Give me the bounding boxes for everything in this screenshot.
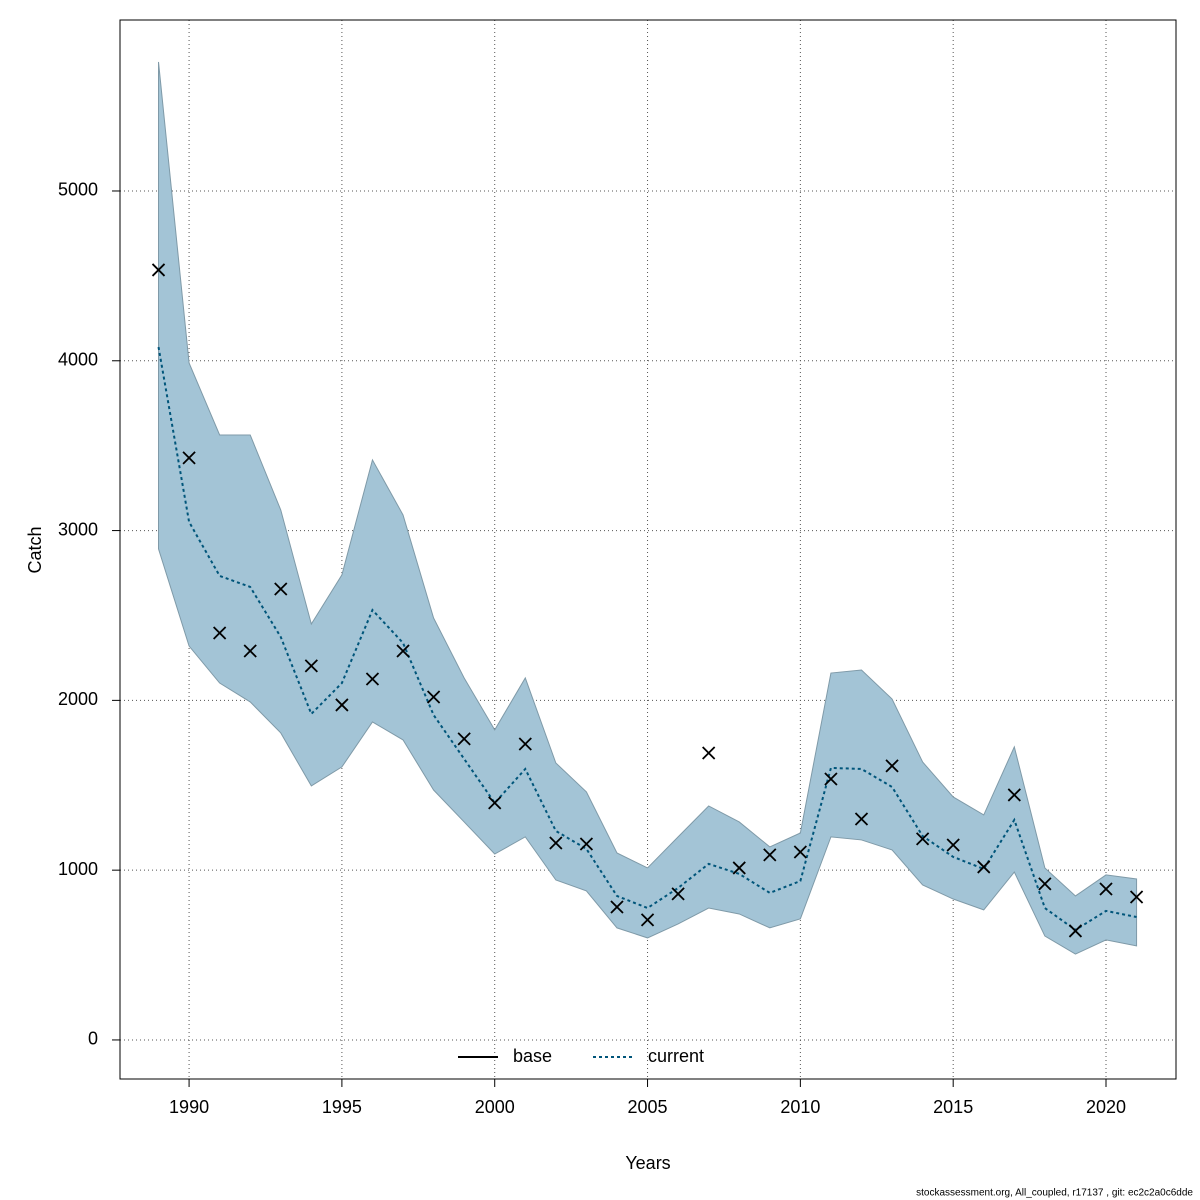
x-tick-label: 1990 <box>169 1097 209 1117</box>
y-axis-label: Catch <box>25 526 45 573</box>
observation-marker <box>1099 882 1113 896</box>
observation-marker <box>702 746 716 760</box>
observation-marker <box>304 659 318 673</box>
y-tick-label: 1000 <box>58 859 98 879</box>
confidence-band <box>158 61 1138 955</box>
observation-marker <box>640 913 655 927</box>
footer: stockassessment.org, All_coupled, r17137… <box>916 1188 1193 1199</box>
observation-marker <box>274 582 288 596</box>
observation-marker <box>1068 924 1083 938</box>
x-tick-label: 2020 <box>1086 1097 1126 1117</box>
observation-marker <box>518 737 532 751</box>
x-tick-label: 1995 <box>322 1097 362 1117</box>
observation-marker <box>915 832 930 846</box>
observation-marker <box>763 848 777 862</box>
observation-marker <box>549 836 563 850</box>
observation-marker <box>732 861 746 875</box>
observation-marker <box>977 860 991 874</box>
observation-marker <box>426 690 441 704</box>
x-tick-label: 2015 <box>933 1097 973 1117</box>
plot-frame <box>119 19 1177 1080</box>
observation-marker <box>151 263 166 277</box>
legend-label: current <box>648 1046 704 1066</box>
observation-marker <box>243 644 257 658</box>
observation-marker <box>946 838 960 852</box>
y-tick-label: 3000 <box>58 519 98 539</box>
observation-marker <box>610 900 624 914</box>
observation-marker <box>213 626 227 640</box>
x-tick-label: 2000 <box>475 1097 515 1117</box>
series-line <box>157 346 1137 932</box>
y-tick-label: 0 <box>88 1029 98 1049</box>
observation-marker <box>457 732 471 746</box>
x-axis-label: Years <box>625 1153 670 1173</box>
y-tick-label: 2000 <box>58 689 98 709</box>
observation-marker <box>365 672 380 686</box>
x-tick-label: 2005 <box>628 1097 668 1117</box>
observation-marker <box>1007 788 1021 802</box>
observation-marker <box>671 887 685 901</box>
legend-label: base <box>513 1046 552 1066</box>
observation-marker <box>182 451 196 465</box>
observation-marker <box>396 644 410 658</box>
observation-marker <box>885 759 899 773</box>
y-tick-label: 5000 <box>58 180 98 200</box>
y-tick-label: 4000 <box>58 350 98 370</box>
observation-marker <box>824 772 838 786</box>
observation-marker <box>335 698 349 712</box>
observation-marker <box>854 812 869 826</box>
x-tick-label: 2010 <box>780 1097 820 1117</box>
observation-marker <box>793 845 808 859</box>
observation-marker <box>1129 890 1144 904</box>
observation-marker <box>579 837 594 851</box>
observation-marker <box>488 796 502 810</box>
observation-marker <box>1038 877 1052 891</box>
